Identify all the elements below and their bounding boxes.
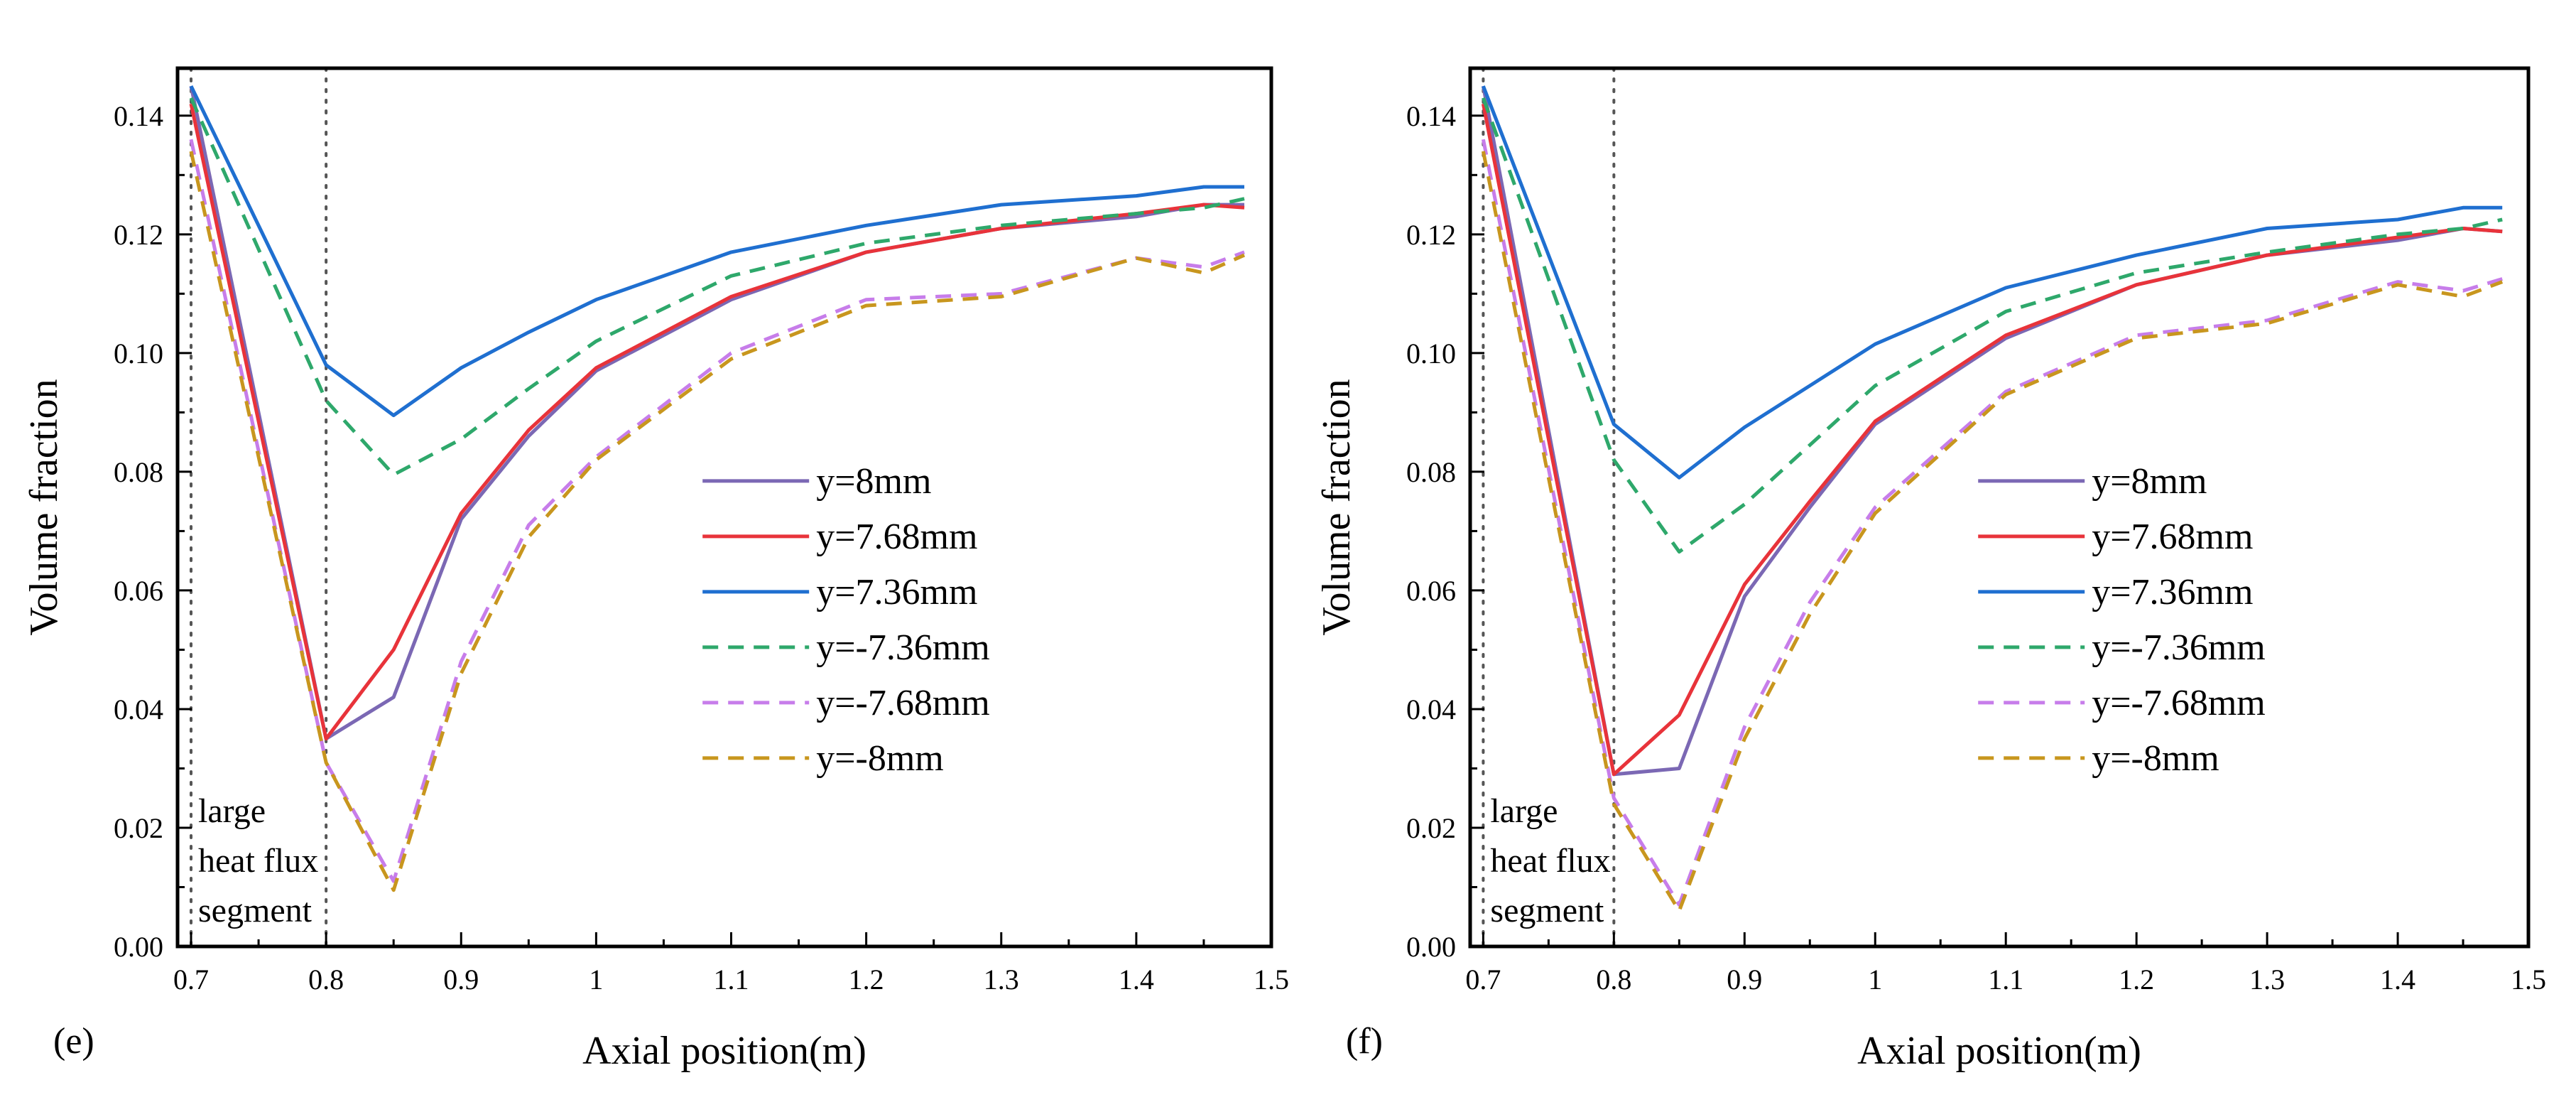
panel-1-x-tick-label-7: 1.3 [984,963,1019,995]
panel-1-x-tick-label-8: 1.4 [1119,963,1154,995]
panel-1-legend-label-2: y=7.68mm [816,517,977,557]
panel-2-x-tick-label-5: 1.1 [1988,963,2023,995]
panel-2-series-1-line [1481,85,2503,777]
panel-2-y-tick-label-5: 0.08 [1406,456,1456,488]
panel-1-series-2-line [189,103,1245,741]
panel-1-series-3-line [189,85,1244,418]
panel-1-y-tick-label-1: 0.00 [114,931,163,963]
panel-2-annotation-line-1: large [1490,792,1558,830]
panel-2-legend-label-5: y=-7.68mm [2092,683,2266,723]
panel-1-x-tick-label-3: 0.9 [443,963,479,995]
panel-1-series-5-line [189,139,1245,883]
panel-2-series-3-line [1482,85,2503,480]
panel-1-x-tick-label-9: 1.5 [1254,963,1289,995]
panel-1-legend-label-5: y=-7.68mm [816,683,990,723]
panel-2-y-tick-label-8: 0.14 [1406,100,1456,132]
panel-2-legend-label-3: y=7.36mm [2092,572,2253,612]
panel-2-y-tick-label-1: 0.00 [1406,931,1456,963]
panel-1-annotation-line-1: large [198,792,266,830]
panel-1-x-tick-label-4: 1 [589,963,603,995]
panel-2-series-5-line [1481,139,2503,907]
panel-1-y-tick-label-4: 0.06 [114,575,163,607]
panel-1-series-1-line [189,85,1244,741]
panel-2: 0.7 0.8 0.9 1 1.1 1.2 1.3 1.4 1.5 0.00 0.02 0.04 0.0… [1315,66,2546,1073]
panel-1-panel-label: (e) [53,1021,94,1062]
panel-2-y-axis-title: Volume fraction [1315,379,1359,635]
panel-1-plot-frame [175,66,1273,949]
panel-2-x-tick-label-9: 1.5 [2511,963,2546,995]
panel-2-series-4-line [1482,97,2503,554]
panel-1-x-axis-title: Axial position(m) [582,1029,866,1073]
panel-2-annotation-line-2: heat flux [1490,842,1610,880]
panel-1-y-tick-label-6: 0.10 [114,338,163,369]
panel-1-annotation-line-3: segment [198,892,313,929]
panel-2-series-2-line [1481,103,2503,777]
panel-2-x-tick-label-3: 0.9 [1727,963,1762,995]
panel-1-x-tick-label-2: 0.8 [308,963,344,995]
panel-1-legend-label-6: y=-8mm [816,738,944,779]
panel-2-x-tick-label-7: 1.3 [2249,963,2285,995]
panel-1-series-6-line [189,151,1246,892]
panel-1-y-tick-label-7: 0.12 [114,219,163,251]
panel-1-x-tick-label-6: 1.2 [849,963,884,995]
panel-1-legend-label-3: y=7.36mm [816,572,977,612]
panel-2-panel-label: (f) [1346,1021,1383,1062]
panel-2-legend-label-4: y=-7.36mm [2092,627,2266,668]
panel-2-y-tick-label-2: 0.02 [1406,812,1456,844]
panel-2-y-tick-label-4: 0.06 [1406,575,1456,607]
panel-1-x-tick-label-1: 0.7 [173,963,209,995]
panel-2-legend-label-1: y=8mm [2092,461,2207,502]
panel-2-x-tick-label-4: 1 [1868,963,1882,995]
panel-1-legend-label-4: y=-7.36mm [816,627,990,668]
panel-1-series-4-line [189,97,1245,477]
panel-2-y-tick-label-3: 0.04 [1406,693,1456,725]
panel-1-y-tick-label-2: 0.02 [114,812,163,844]
panel-2-plot-frame [1468,66,2531,949]
panel-1-y-axis-title: Volume fraction [22,379,66,635]
panel-1-legend-label-1: y=8mm [816,461,931,502]
panel-2-legend-label-6: y=-8mm [2092,738,2219,779]
panel-1-y-tick-label-3: 0.04 [114,693,163,725]
panel-2-x-axis-title: Axial position(m) [1857,1029,2141,1073]
panel-2-x-tick-label-8: 1.4 [2380,963,2415,995]
panel-2-y-tick-label-7: 0.12 [1406,219,1456,251]
panel-1: 0.7 0.8 0.9 1 1.1 1.2 1.3 1.4 1.5 0.00 0.02 0.04 0.0… [22,66,1289,1073]
panel-1-y-tick-label-8: 0.14 [114,100,163,132]
panel-2-legend-label-2: y=7.68mm [2092,517,2253,557]
panel-2-x-tick-label-2: 0.8 [1596,963,1631,995]
panel-2-y-tick-label-6: 0.10 [1406,338,1456,369]
panel-2-annotation-line-3: segment [1490,892,1604,929]
panel-1-annotation-line-2: heat flux [198,842,318,880]
panel-2-x-tick-label-1: 0.7 [1465,963,1501,995]
panel-2-series-6-line [1481,151,2504,913]
panel-2-x-tick-label-6: 1.2 [2119,963,2154,995]
panel-1-y-tick-label-5: 0.08 [114,456,163,488]
panel-1-x-tick-label-5: 1.1 [714,963,749,995]
